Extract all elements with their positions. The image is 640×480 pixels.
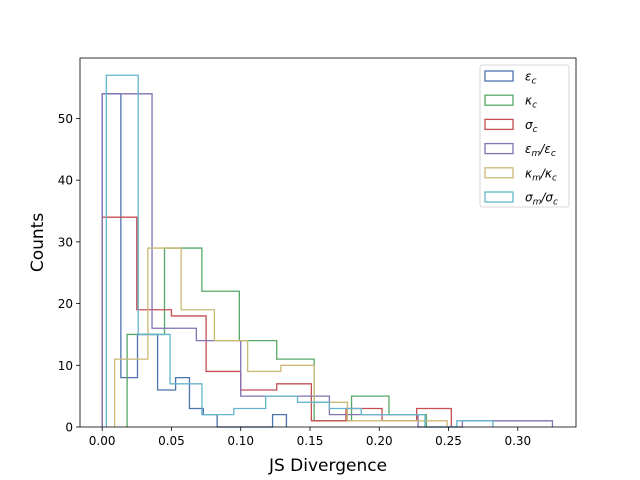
legend-label-4: κm/κc <box>525 166 557 183</box>
legend-swatch-2 <box>484 118 514 131</box>
plot-frame <box>79 57 577 428</box>
x-axis: 0.00 0.05 0.10 0.15 0.20 0.25 0.30 <box>89 427 531 448</box>
x-tick-label: 0.30 <box>504 434 531 448</box>
x-tick-label: 0.10 <box>227 434 254 448</box>
y-tick-label: 50 <box>58 112 73 126</box>
series-step-1 <box>126 247 428 427</box>
y-axis-label: Counts <box>28 213 48 272</box>
x-tick-label: 0.00 <box>89 434 116 448</box>
legend-label-2: σc <box>525 118 538 135</box>
y-tick-label: 20 <box>58 297 73 311</box>
legend-swatch-5 <box>484 191 514 203</box>
legend-label-0: εc <box>525 70 537 87</box>
legend-label-3: εm/εc <box>525 142 556 159</box>
y-tick-label: 40 <box>58 174 73 188</box>
y-tick-label: 30 <box>58 235 73 249</box>
y-tick-label: 10 <box>58 359 73 373</box>
legend-box <box>479 64 570 208</box>
x-axis-label: JS Divergence <box>268 456 387 476</box>
legend-label-5: σm/σc <box>525 191 558 208</box>
x-tick-label: 0.25 <box>435 434 462 448</box>
legend-swatch-0 <box>484 70 514 82</box>
series-step-4 <box>113 247 448 427</box>
legend-swatch-4 <box>484 167 514 179</box>
y-axis: 0 10 20 30 40 50 <box>58 112 80 435</box>
x-tick-label: 0.05 <box>158 434 185 448</box>
legend-swatch-3 <box>484 142 514 155</box>
x-tick-label: 0.15 <box>297 434 324 448</box>
legend: εc κc σc εm/εc κm/κc σm/σc <box>479 64 570 208</box>
legend-label-1: κc <box>525 94 537 111</box>
legend-swatch-1 <box>484 94 514 106</box>
x-tick-label: 0.20 <box>366 434 393 448</box>
y-tick-label: 0 <box>65 421 73 435</box>
